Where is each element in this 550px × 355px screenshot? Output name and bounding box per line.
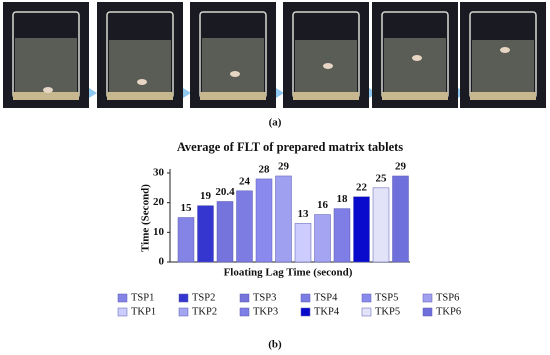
base	[13, 92, 79, 100]
water	[109, 40, 171, 98]
bar	[216, 201, 234, 263]
arrow	[276, 88, 284, 98]
legend-label: TSP1	[131, 292, 154, 303]
legend-label: TSP4	[314, 292, 338, 303]
x-axis-label: Floating Lag Time (second)	[224, 267, 353, 279]
value-label: 20.4	[215, 186, 235, 198]
legend-label: TKP1	[131, 306, 156, 317]
legend-swatch	[422, 293, 433, 303]
legend-swatch	[300, 293, 311, 303]
value-label: 15	[180, 202, 192, 214]
water	[295, 40, 357, 98]
value-label: 25	[375, 172, 387, 184]
bar	[294, 223, 312, 263]
legend-swatch	[117, 293, 128, 303]
legend-label: TKP3	[253, 306, 278, 317]
chart-title: Average of FLT of prepared matrix tablet…	[177, 140, 403, 154]
base	[382, 92, 448, 100]
bar	[392, 175, 409, 263]
y-tick-label: 30	[153, 167, 165, 179]
legend-swatch	[300, 307, 311, 317]
tablet	[500, 47, 510, 53]
bar	[314, 214, 331, 263]
bar	[177, 217, 195, 263]
value-label: 29	[278, 160, 290, 172]
tablet	[323, 63, 333, 69]
tablet	[412, 55, 422, 61]
base	[293, 92, 359, 100]
legend-label: TKP6	[436, 306, 461, 317]
y-tick-label: 10	[153, 226, 165, 238]
value-label: 18	[336, 193, 348, 205]
legend-label: TKP5	[375, 306, 400, 317]
legend-label: TSP3	[253, 292, 276, 303]
panel-label: (a)	[269, 117, 282, 129]
value-label: 13	[297, 208, 309, 220]
bar	[372, 187, 390, 263]
legend-swatch	[361, 307, 372, 317]
legend-label: TKP4	[314, 306, 340, 317]
water	[15, 38, 77, 96]
legend-swatch	[361, 293, 372, 303]
legend-swatch	[178, 307, 189, 317]
value-label: 28	[258, 163, 270, 175]
bar	[275, 175, 292, 263]
legend-label: TSP2	[192, 292, 215, 303]
legend-swatch	[178, 293, 189, 303]
legend-label: TSP6	[436, 292, 459, 303]
y-tick-label: 0	[159, 256, 165, 268]
base	[470, 92, 536, 100]
value-label: 19	[200, 190, 212, 202]
legend-swatch	[117, 307, 128, 317]
photo-strip	[3, 2, 546, 108]
legend-swatch	[239, 293, 250, 303]
bar	[197, 205, 214, 263]
legend-label: TSP5	[375, 292, 398, 303]
value-label: 16	[317, 199, 329, 211]
legend-label: TKP2	[192, 306, 217, 317]
photos	[3, 2, 546, 108]
bar	[353, 196, 370, 263]
bar	[255, 178, 273, 263]
water	[202, 38, 264, 96]
bar	[333, 208, 351, 263]
panel-label: (b)	[268, 339, 282, 351]
y-axis-label: Time (Second)	[140, 184, 152, 252]
arrow	[89, 88, 97, 98]
value-label: 24	[239, 175, 251, 187]
tablet	[43, 87, 53, 93]
tablet	[230, 71, 240, 77]
legend-swatch	[422, 307, 433, 317]
tablet	[137, 79, 147, 85]
legend-swatch	[239, 307, 250, 317]
arrow	[183, 88, 191, 98]
base	[200, 92, 266, 100]
water	[384, 38, 446, 96]
y-tick-label: 20	[153, 196, 165, 208]
bar	[236, 190, 253, 263]
value-label: 22	[356, 181, 368, 193]
value-label: 29	[395, 160, 407, 172]
base	[107, 92, 173, 100]
